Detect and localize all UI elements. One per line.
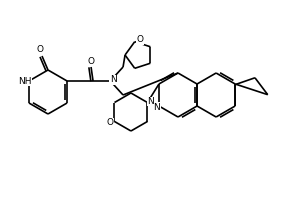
Text: N: N [147, 97, 154, 106]
Text: NH: NH [18, 76, 32, 86]
Text: O: O [88, 56, 94, 66]
Text: N: N [154, 102, 160, 112]
Text: N: N [110, 75, 116, 84]
Text: O: O [37, 46, 44, 54]
Text: O: O [136, 35, 143, 44]
Text: O: O [107, 118, 114, 127]
